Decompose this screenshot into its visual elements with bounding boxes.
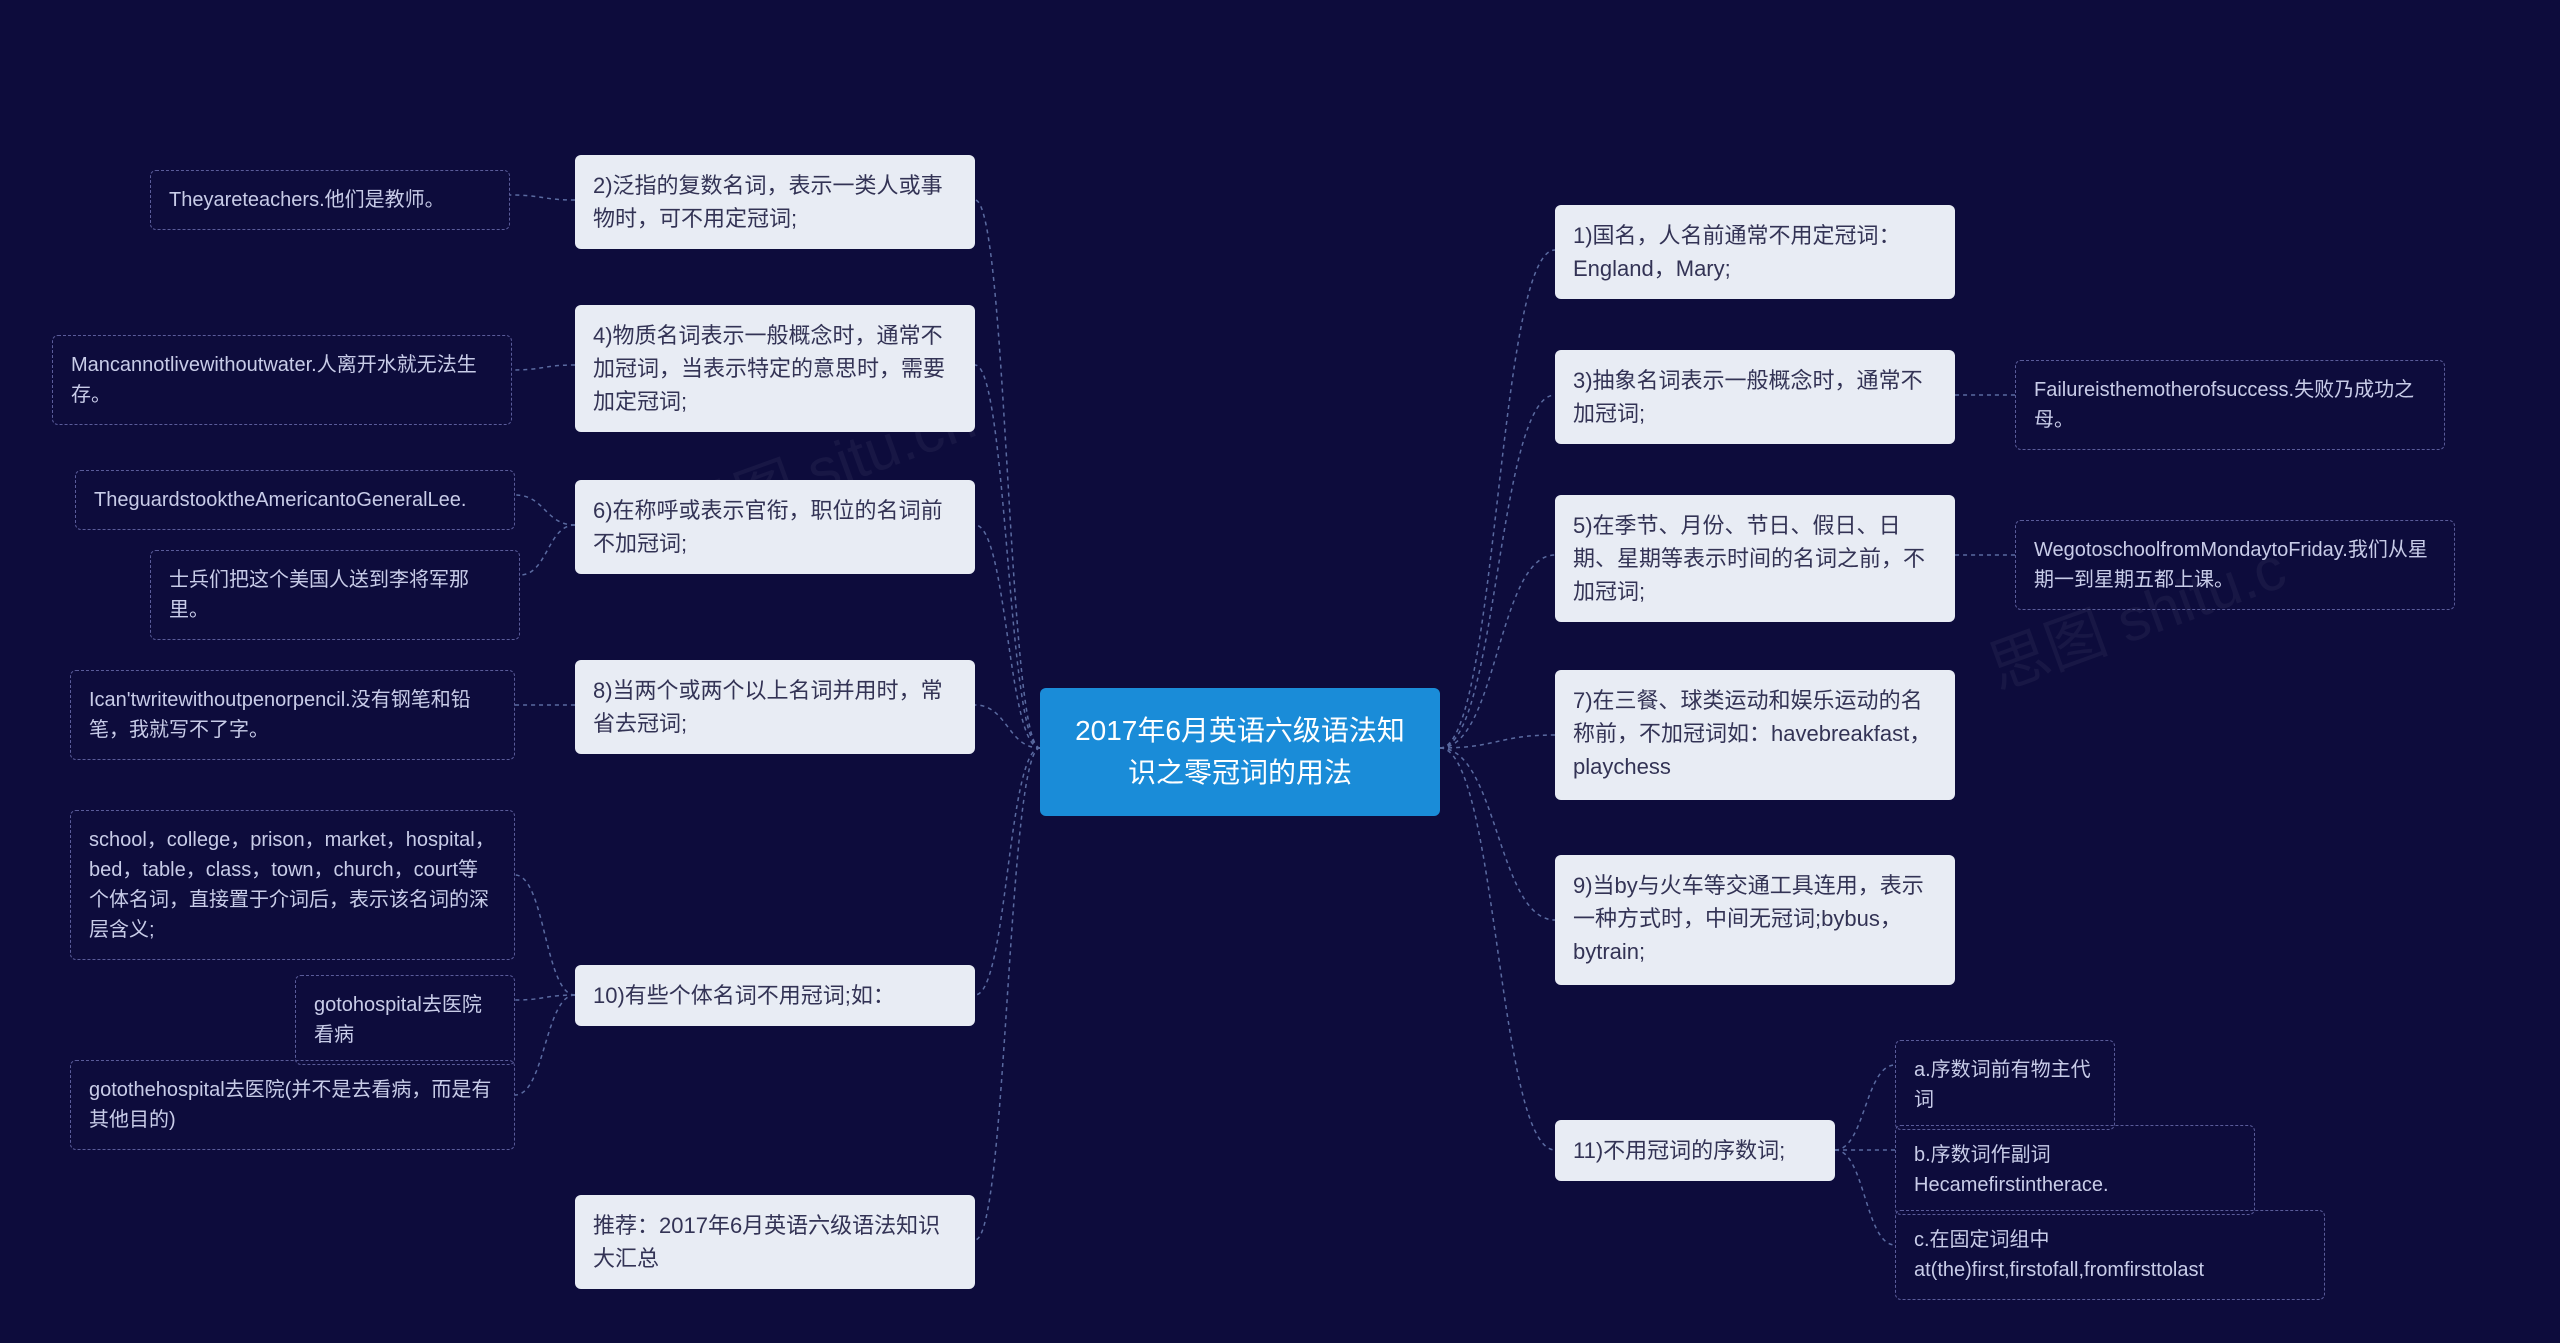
branch-node: 2)泛指的复数名词，表示一类人或事物时，可不用定冠词; <box>575 155 975 249</box>
branch-node: 9)当by与火车等交通工具连用，表示一种方式时，中间无冠词;bybus，bytr… <box>1555 855 1955 985</box>
leaf-node: gotothehospital去医院(并不是去看病，而是有其他目的) <box>70 1060 515 1150</box>
branch-node: 10)有些个体名词不用冠词;如： <box>575 965 975 1026</box>
leaf-node: 士兵们把这个美国人送到李将军那里。 <box>150 550 520 640</box>
branch-node: 5)在季节、月份、节日、假日、日期、星期等表示时间的名词之前，不加冠词; <box>1555 495 1955 622</box>
leaf-node: Ican'twritewithoutpenorpencil.没有钢笔和铅笔，我就… <box>70 670 515 760</box>
branch-node: 8)当两个或两个以上名词并用时，常省去冠词; <box>575 660 975 754</box>
branch-node: 1)国名，人名前通常不用定冠词：England，Mary; <box>1555 205 1955 299</box>
leaf-node: WegotoschoolfromMondaytoFriday.我们从星期一到星期… <box>2015 520 2455 610</box>
leaf-node: Mancannotlivewithoutwater.人离开水就无法生存。 <box>52 335 512 425</box>
leaf-node: c.在固定词组中at(the)first,firstofall,fromfirs… <box>1895 1210 2325 1300</box>
branch-node: 7)在三餐、球类运动和娱乐运动的名称前，不加冠词如：havebreakfast，… <box>1555 670 1955 800</box>
leaf-node: a.序数词前有物主代词 <box>1895 1040 2115 1130</box>
leaf-node: b.序数词作副词Hecamefirstintherace. <box>1895 1125 2255 1215</box>
branch-node: 推荐：2017年6月英语六级语法知识大汇总 <box>575 1195 975 1289</box>
root-node: 2017年6月英语六级语法知识之零冠词的用法 <box>1040 688 1440 816</box>
branch-node: 6)在称呼或表示官衔，职位的名词前不加冠词; <box>575 480 975 574</box>
branch-node: 11)不用冠词的序数词; <box>1555 1120 1835 1181</box>
leaf-node: TheguardstooktheAmericantoGeneralLee. <box>75 470 515 530</box>
leaf-node: school，college，prison，market，hospital，be… <box>70 810 515 960</box>
branch-node: 3)抽象名词表示一般概念时，通常不加冠词; <box>1555 350 1955 444</box>
leaf-node: Failureisthemotherofsuccess.失败乃成功之母。 <box>2015 360 2445 450</box>
leaf-node: gotohospital去医院看病 <box>295 975 515 1065</box>
leaf-node: Theyareteachers.他们是教师。 <box>150 170 510 230</box>
branch-node: 4)物质名词表示一般概念时，通常不加冠词，当表示特定的意思时，需要加定冠词; <box>575 305 975 432</box>
